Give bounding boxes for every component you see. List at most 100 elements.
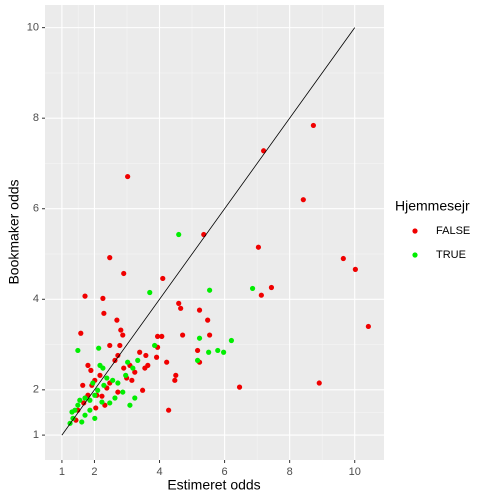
point xyxy=(142,365,148,371)
point xyxy=(268,284,275,291)
point xyxy=(100,365,106,371)
point xyxy=(97,372,103,378)
point xyxy=(104,375,110,381)
point xyxy=(107,255,113,261)
point xyxy=(176,231,182,238)
point xyxy=(207,287,213,293)
point xyxy=(114,317,120,323)
point xyxy=(88,367,94,373)
point xyxy=(69,409,75,415)
point xyxy=(92,392,98,398)
point xyxy=(215,347,221,354)
point xyxy=(194,357,201,363)
point xyxy=(130,365,136,371)
point xyxy=(166,407,172,413)
point xyxy=(255,244,262,250)
point xyxy=(87,397,93,403)
point xyxy=(92,415,98,421)
point xyxy=(300,197,306,203)
point xyxy=(316,380,322,386)
x-axis-title: Estimeret odds xyxy=(167,477,260,493)
point xyxy=(125,359,131,365)
point xyxy=(82,412,88,418)
point xyxy=(153,354,160,360)
point xyxy=(115,352,121,359)
point xyxy=(140,387,146,393)
point xyxy=(206,349,212,355)
legend-label: FALSE xyxy=(436,225,470,237)
x-tick-label: 10 xyxy=(349,466,361,478)
reference-line xyxy=(61,27,356,436)
point xyxy=(79,419,85,425)
point xyxy=(101,310,107,316)
point xyxy=(137,349,143,355)
point xyxy=(120,332,126,338)
point xyxy=(117,342,123,349)
point xyxy=(110,377,116,383)
point xyxy=(143,352,149,359)
point xyxy=(261,148,267,154)
point xyxy=(99,393,105,399)
point xyxy=(164,359,170,365)
point xyxy=(82,293,88,299)
point xyxy=(340,255,346,262)
point xyxy=(115,389,121,395)
point xyxy=(154,333,161,340)
point xyxy=(78,330,84,336)
point xyxy=(96,345,102,351)
point xyxy=(125,173,131,180)
point xyxy=(135,357,141,363)
point xyxy=(118,327,124,333)
point xyxy=(75,402,81,408)
point xyxy=(107,400,113,406)
point xyxy=(123,372,129,378)
point xyxy=(85,362,91,368)
point xyxy=(95,387,101,393)
point xyxy=(173,372,179,378)
point xyxy=(205,317,211,323)
point xyxy=(352,266,358,272)
point xyxy=(207,332,213,338)
point xyxy=(194,347,201,354)
point xyxy=(310,122,317,129)
x-tick-label: 1 xyxy=(59,466,65,478)
point xyxy=(121,270,127,277)
legend-title: Hjemmesejr xyxy=(395,198,470,214)
point xyxy=(121,365,127,371)
point xyxy=(70,415,76,421)
point xyxy=(176,300,182,306)
panel xyxy=(45,5,384,460)
point xyxy=(221,349,227,355)
point xyxy=(112,395,118,401)
legend-key xyxy=(412,252,418,258)
y-tick-label: 8 xyxy=(33,112,39,124)
x-tick-label: 6 xyxy=(222,466,228,478)
point xyxy=(127,402,133,408)
point xyxy=(147,289,153,296)
point xyxy=(129,377,135,383)
point xyxy=(196,335,203,341)
y-tick-label: 1 xyxy=(33,429,39,441)
point xyxy=(228,337,235,344)
point xyxy=(236,384,243,390)
point xyxy=(77,397,83,403)
point xyxy=(159,333,165,340)
y-tick-label: 2 xyxy=(33,384,39,396)
point xyxy=(160,275,166,282)
point xyxy=(120,389,126,395)
point xyxy=(178,305,184,311)
point xyxy=(101,382,107,388)
point xyxy=(249,285,256,292)
x-tick-label: 2 xyxy=(91,466,97,478)
point xyxy=(258,292,264,298)
point xyxy=(90,380,96,386)
point xyxy=(115,380,121,386)
point xyxy=(132,369,138,375)
point xyxy=(100,295,106,301)
point xyxy=(152,342,158,349)
point xyxy=(196,307,203,313)
point xyxy=(132,395,138,401)
x-tick-label: 4 xyxy=(156,466,162,478)
y-tick-label: 10 xyxy=(27,22,39,34)
y-tick-label: 4 xyxy=(33,293,39,305)
